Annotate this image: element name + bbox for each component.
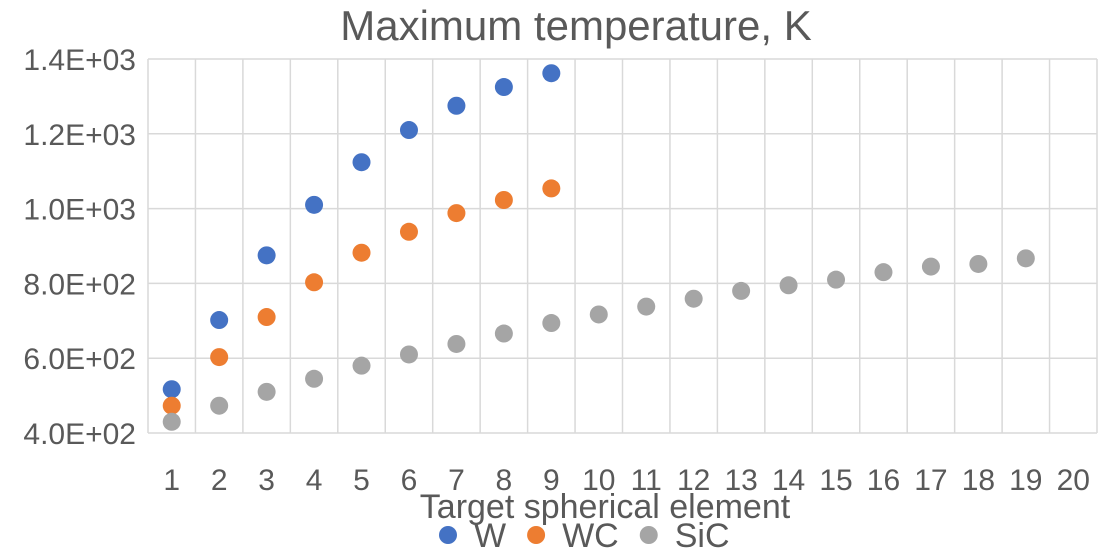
legend-marker-sic xyxy=(639,526,658,544)
x-tick-label: 12 xyxy=(677,464,710,497)
data-point-w xyxy=(494,78,513,97)
data-point-wc xyxy=(399,222,418,241)
series-sic xyxy=(162,249,1035,431)
y-tick-label: 1.0E+03 xyxy=(23,194,136,227)
x-tick-label: 9 xyxy=(543,464,560,497)
x-tick-label: 19 xyxy=(1009,464,1042,497)
legend-marker-wc xyxy=(527,526,546,544)
series-w xyxy=(162,64,561,399)
data-points xyxy=(162,64,1035,431)
x-tick-label: 13 xyxy=(724,464,757,497)
data-point-wc xyxy=(447,204,466,223)
y-tick-label: 1.4E+03 xyxy=(23,44,136,77)
data-point-wc xyxy=(210,348,229,367)
data-point-w xyxy=(352,153,371,172)
data-point-sic xyxy=(399,345,418,364)
legend: W WC SiC xyxy=(439,517,730,555)
data-point-sic xyxy=(874,263,893,282)
data-point-wc xyxy=(162,396,181,415)
data-point-sic xyxy=(305,369,324,388)
data-point-w xyxy=(305,195,324,214)
data-point-w xyxy=(447,96,466,115)
data-point-w xyxy=(210,311,229,330)
x-tick-label: 6 xyxy=(401,464,418,497)
legend-label-sic: SiC xyxy=(675,517,730,551)
data-point-w xyxy=(257,246,276,265)
data-point-w xyxy=(542,64,561,83)
data-point-sic xyxy=(447,334,466,353)
series-wc xyxy=(162,179,561,415)
y-tick-label: 4.0E+02 xyxy=(23,418,136,451)
chart-title: Maximum temperature, K xyxy=(340,2,811,49)
x-tick-label: 5 xyxy=(353,464,370,497)
data-point-wc xyxy=(352,243,371,262)
x-tick-label: 2 xyxy=(211,464,228,497)
y-tick-label: 8.0E+02 xyxy=(23,268,136,301)
x-tick-label: 1 xyxy=(163,464,180,497)
x-tick-label: 10 xyxy=(582,464,615,497)
y-tick-label: 1.2E+03 xyxy=(23,119,136,152)
data-point-sic xyxy=(542,314,561,333)
data-point-sic xyxy=(210,396,229,415)
data-point-sic xyxy=(684,289,703,308)
data-point-sic xyxy=(779,276,798,295)
x-tick-label: 14 xyxy=(772,464,805,497)
data-point-sic xyxy=(257,382,276,401)
x-tick-label: 7 xyxy=(448,464,465,497)
data-point-sic xyxy=(494,324,513,343)
grid xyxy=(147,58,1098,434)
data-point-sic xyxy=(637,297,656,316)
data-point-sic xyxy=(827,270,846,289)
x-axis-label: Target spherical element xyxy=(420,488,791,526)
x-tick-label: 20 xyxy=(1057,464,1090,497)
x-tick-label: 16 xyxy=(867,464,900,497)
data-point-sic xyxy=(969,254,988,273)
data-point-w xyxy=(162,380,181,399)
data-point-sic xyxy=(732,281,751,300)
data-point-w xyxy=(399,121,418,140)
y-axis-ticks: 4.0E+02 6.0E+02 8.0E+02 1.0E+03 1.2E+03 1.4E+… xyxy=(23,44,136,451)
y-tick-label: 6.0E+02 xyxy=(23,343,136,376)
legend-marker-w xyxy=(439,526,457,544)
x-tick-label: 11 xyxy=(631,464,662,497)
data-point-sic xyxy=(589,305,608,324)
data-point-sic xyxy=(921,257,940,276)
data-point-wc xyxy=(305,273,324,292)
x-tick-label: 18 xyxy=(962,464,995,497)
legend-label-wc: WC xyxy=(562,517,619,551)
data-point-sic xyxy=(352,356,371,375)
x-tick-label: 8 xyxy=(496,464,513,497)
data-point-sic xyxy=(162,412,181,431)
data-point-sic xyxy=(1016,249,1035,268)
data-point-wc xyxy=(257,308,276,327)
x-tick-label: 4 xyxy=(306,464,323,497)
x-tick-label: 17 xyxy=(914,464,947,497)
data-point-wc xyxy=(494,190,513,209)
data-point-wc xyxy=(542,179,561,198)
x-tick-label: 15 xyxy=(819,464,852,497)
x-axis-ticks: 1 2 3 4 5 6 7 8 9 10 11 12 13 14 15 16 17 18 19 20 xyxy=(163,464,1090,497)
x-tick-label: 3 xyxy=(258,464,275,497)
legend-label-w: W xyxy=(474,517,506,551)
